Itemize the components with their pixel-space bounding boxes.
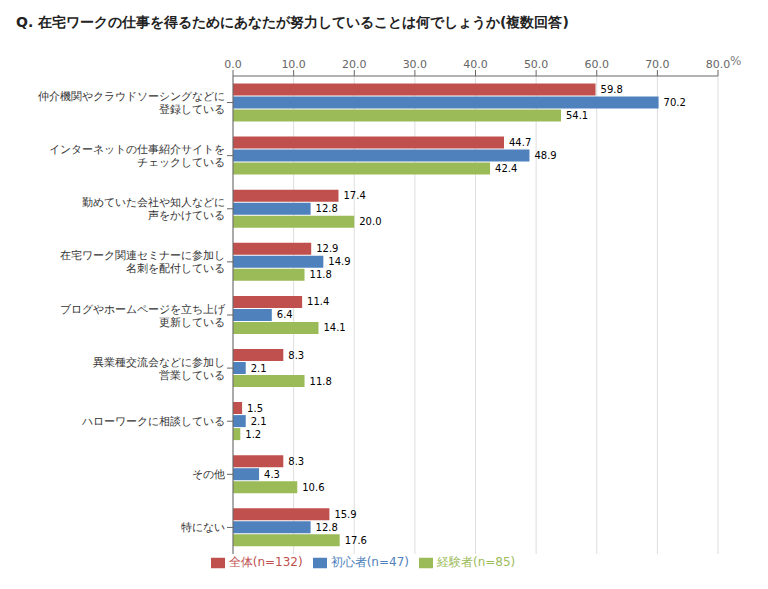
html-text:全体(n=132): 全体(n=132) [228,555,303,569]
html-text:Q. 在宅ワークの仕事を得るためにあなたが努力していることは: Q. 在宅ワークの仕事を得るためにあなたが努力していることは何でしょうか(複数回… [16,14,569,30]
svg-text:12.8: 12.8 [316,203,338,214]
svg-text:特にない: 特にない [181,521,225,534]
svg-text:2.1: 2.1 [251,363,267,374]
svg-text:在宅ワーク関連セミナーに参加し名刺を配付している: 在宅ワーク関連セミナーに参加し名刺を配付している [60,249,225,275]
svg-text:12.8: 12.8 [316,522,338,533]
svg-text:59.8: 59.8 [601,84,623,95]
svg-text:54.1: 54.1 [566,110,588,121]
svg-text:10.0: 10.0 [281,58,306,71]
svg-text:17.6: 17.6 [345,535,367,546]
svg-text:8.3: 8.3 [288,456,304,467]
svg-text:ハローワークに相談している: ハローワークに相談している [81,415,225,428]
svg-text:ブログやホームページを立ち上げ更新している: ブログやホームページを立ち上げ更新している [60,302,226,328]
svg-text:2.1: 2.1 [251,416,267,427]
svg-text:17.4: 17.4 [343,190,365,201]
svg-text:11.4: 11.4 [307,296,329,307]
svg-text:11.8: 11.8 [310,376,332,387]
svg-text:42.4: 42.4 [495,163,517,174]
svg-text:12.9: 12.9 [316,243,338,254]
svg-text:30.0: 30.0 [403,58,428,71]
svg-text:4.3: 4.3 [264,469,280,480]
svg-text:14.1: 14.1 [323,322,345,333]
svg-text:0.0: 0.0 [224,58,242,71]
svg-text:勤めていた会社や知人などに声をかけている: 勤めていた会社や知人などに声をかけている [82,196,225,222]
svg-text:48.9: 48.9 [534,150,556,161]
html-text:経験者(n=85): 経験者(n=85) [437,555,516,569]
svg-text:%: % [730,54,741,68]
svg-text:1.2: 1.2 [245,429,261,440]
svg-text:70.0: 70.0 [645,58,670,71]
svg-text:6.4: 6.4 [277,309,293,320]
svg-text:20.0: 20.0 [359,216,381,227]
svg-text:50.0: 50.0 [524,58,549,71]
svg-text:15.9: 15.9 [334,509,356,520]
svg-text:80.0: 80.0 [706,58,731,71]
svg-text:44.7: 44.7 [509,137,531,148]
svg-text:60.0: 60.0 [585,58,610,71]
svg-text:1.5: 1.5 [247,403,263,414]
svg-text:70.2: 70.2 [664,97,686,108]
svg-text:10.6: 10.6 [302,482,324,493]
svg-text:20.0: 20.0 [342,58,367,71]
svg-text:その他: その他 [192,468,225,481]
svg-text:40.0: 40.0 [463,58,488,71]
svg-text:仲介機関やクラウドソーシングなどに登録している: 仲介機関やクラウドソーシングなどに登録している [38,90,225,116]
svg-text:8.3: 8.3 [288,350,304,361]
svg-text:14.9: 14.9 [328,256,350,267]
svg-text:11.8: 11.8 [310,269,332,280]
svg-text:インターネットの仕事紹介サイトをチェックしている: インターネットの仕事紹介サイトをチェックしている [49,143,225,169]
html-text:初心者(n=47): 初心者(n=47) [330,555,409,569]
svg-text:異業種交流会などに参加し営業している: 異業種交流会などに参加し営業している [93,355,225,381]
